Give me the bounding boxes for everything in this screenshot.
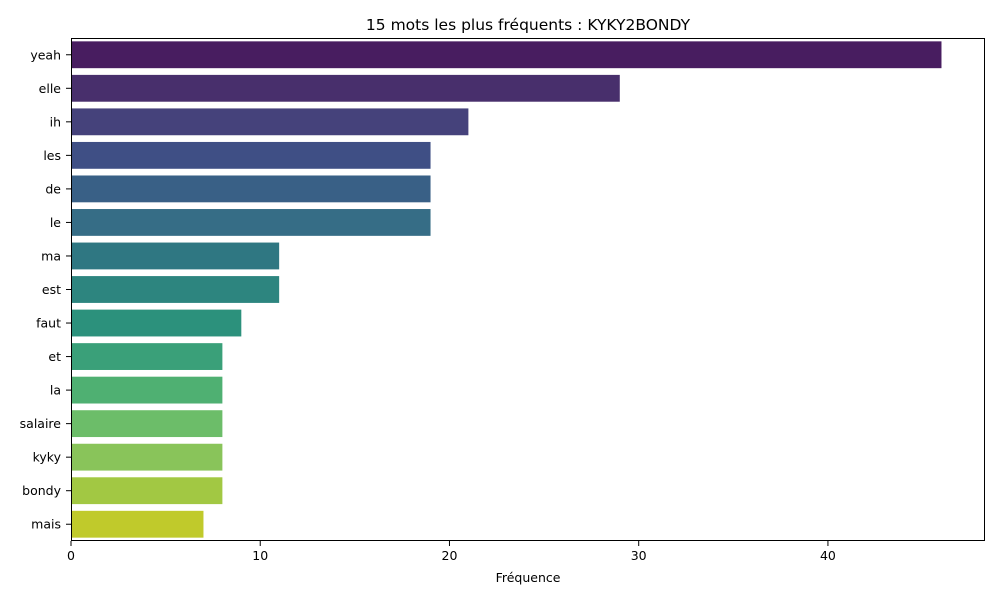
- bar-la: [71, 376, 223, 404]
- x-axis-title: Fréquence: [496, 570, 561, 585]
- bar-ma: [71, 242, 280, 270]
- y-tick-label-la: la: [50, 383, 61, 398]
- y-tick-label-les: les: [43, 148, 61, 163]
- bar-les: [71, 141, 431, 169]
- bar-ih: [71, 108, 469, 136]
- chart-title: 15 mots les plus fréquents : KYKY2BONDY: [366, 16, 691, 34]
- y-tick-label-yeah: yeah: [30, 47, 61, 62]
- y-tick-label-ma: ma: [41, 248, 61, 263]
- x-tick-label-40: 40: [820, 548, 836, 563]
- bar-est: [71, 276, 280, 303]
- y-tick-label-de: de: [45, 181, 61, 196]
- y-tick-label-mais: mais: [31, 517, 61, 532]
- y-tick-label-le: le: [50, 215, 61, 230]
- bar-kyky: [71, 443, 223, 471]
- y-tick-label-est: est: [42, 282, 61, 297]
- bars-group: [71, 41, 942, 538]
- bar-et: [71, 343, 223, 370]
- x-tick-label-30: 30: [631, 548, 647, 563]
- x-tick-label-20: 20: [442, 548, 458, 563]
- bar-salaire: [71, 410, 223, 438]
- y-tick-label-elle: elle: [39, 81, 62, 96]
- x-tick-label-10: 10: [252, 548, 268, 563]
- y-axis-ticks: yeah elle ih les de le ma est faut et la salaire kyk…: [20, 47, 71, 532]
- plot-frame: [71, 38, 985, 541]
- bar-mais: [71, 510, 204, 538]
- x-tick-label-0: 0: [67, 548, 75, 563]
- bar-de: [71, 175, 431, 203]
- bar-faut: [71, 309, 242, 337]
- bar-yeah: [71, 41, 942, 69]
- bar-le: [71, 209, 431, 236]
- y-tick-label-kyky: kyky: [33, 450, 62, 465]
- y-tick-label-ih: ih: [50, 114, 61, 129]
- y-tick-label-salaire: salaire: [20, 416, 62, 431]
- y-tick-label-et: et: [48, 349, 61, 364]
- y-tick-label-faut: faut: [36, 316, 61, 331]
- x-axis-ticks: 0 10 20 30 40: [67, 541, 836, 563]
- bar-elle: [71, 74, 620, 102]
- y-tick-label-bondy: bondy: [22, 483, 61, 498]
- bar-bondy: [71, 477, 223, 505]
